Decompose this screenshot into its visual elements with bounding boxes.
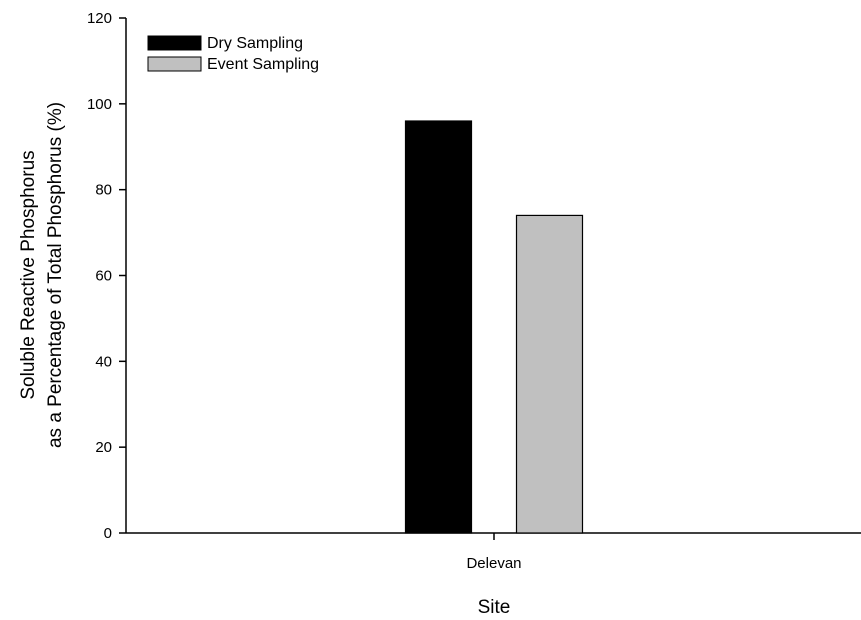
y-axis: 0 20 40 60 80 100 120 <box>87 10 127 542</box>
y-tick-label: 0 <box>104 525 112 542</box>
y-tick-label: 100 <box>87 96 112 113</box>
y-tick-label: 120 <box>87 10 112 27</box>
y-tick-label: 20 <box>95 439 112 456</box>
legend-label: Dry Sampling <box>207 35 303 52</box>
bar-dry-sampling <box>404 120 473 534</box>
y-axis-title-line-2: as a Percentage of Total Phosphorus (%) <box>45 102 66 448</box>
legend: Dry Sampling Event Sampling <box>147 35 319 73</box>
x-axis-title: Site <box>478 597 511 618</box>
y-tick-label: 60 <box>95 268 112 285</box>
legend-swatch <box>147 56 202 72</box>
bar-event-sampling <box>515 214 584 534</box>
bars <box>404 120 584 534</box>
y-axis-title: Soluble Reactive Phosphorus <box>18 150 39 399</box>
x-tick-label: Delevan <box>466 555 521 572</box>
y-tick-label: 80 <box>95 182 112 199</box>
legend-swatch <box>147 35 202 51</box>
x-axis: Delevan <box>126 532 861 572</box>
y-tick-label: 40 <box>95 353 112 370</box>
legend-label: Event Sampling <box>207 56 319 73</box>
